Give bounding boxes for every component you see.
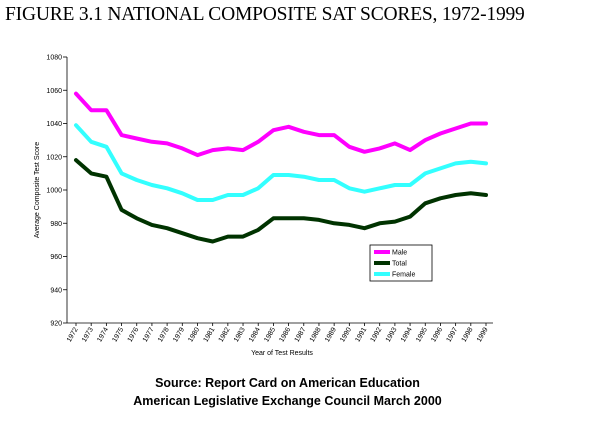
- x-tick-label: 1977: [142, 326, 156, 343]
- source-line-2: American Legislative Exchange Council Ma…: [133, 394, 442, 408]
- x-tick-label: 1994: [400, 326, 414, 343]
- y-tick-label: 960: [50, 254, 62, 261]
- x-tick-label: 1996: [430, 326, 444, 343]
- x-tick-label: 1987: [294, 326, 308, 343]
- x-tick-label: 1997: [446, 326, 460, 343]
- x-tick-label: 1982: [218, 326, 232, 343]
- y-tick-label: 1020: [46, 154, 62, 161]
- x-tick-label: 1980: [187, 326, 201, 343]
- y-tick-label: 940: [50, 287, 62, 294]
- x-tick-label: 1991: [354, 326, 368, 343]
- x-tick-label: 1998: [461, 326, 475, 343]
- y-tick-label: 1080: [46, 55, 62, 62]
- x-tick-label: 1979: [172, 326, 186, 343]
- x-axis: 1972 1973 1974 1975 1976 1977 1978 1979 1980 1981…: [66, 323, 490, 343]
- x-tick-label: 1990: [339, 326, 353, 343]
- legend-label-male: Male: [392, 250, 407, 257]
- y-axis-label: Average Composite Test Score: [34, 142, 41, 238]
- x-tick-label: 1984: [248, 326, 262, 343]
- series-lines: [74, 91, 488, 244]
- x-tick-label: 1999: [476, 326, 490, 343]
- x-tick-label: 1972: [66, 326, 80, 343]
- source-line-1: Source: Report Card on American Educatio…: [155, 376, 420, 390]
- x-tick-label: 1989: [324, 326, 338, 343]
- x-axis-label: Year of Test Results: [251, 350, 313, 357]
- x-tick-label: 1992: [370, 326, 384, 343]
- y-tick-label: 1040: [46, 121, 62, 128]
- series-line-male: [74, 91, 488, 158]
- x-tick-label: 1978: [157, 326, 171, 343]
- x-tick-label: 1995: [415, 326, 429, 343]
- x-tick-label: 1973: [81, 326, 95, 343]
- x-tick-label: 1976: [127, 326, 141, 343]
- y-tick-label: 1000: [46, 188, 62, 195]
- y-tick-label: 920: [50, 321, 62, 328]
- series-line-total: [74, 158, 488, 244]
- legend-label-female: Female: [392, 272, 415, 279]
- x-tick-label: 1985: [263, 326, 277, 343]
- x-tick-label: 1974: [96, 326, 110, 343]
- x-tick-label: 1988: [309, 326, 323, 343]
- y-axis: 920 940 960 980 1000 1020 1040 1060 1080: [46, 55, 67, 328]
- legend: Male Total Female: [369, 244, 433, 282]
- y-tick-label: 980: [50, 221, 62, 228]
- series-line-female: [74, 123, 488, 202]
- x-tick-label: 1975: [111, 326, 125, 343]
- x-tick-label: 1986: [278, 326, 292, 343]
- x-tick-label: 1981: [203, 326, 217, 343]
- x-tick-label: 1993: [385, 326, 399, 343]
- legend-label-total: Total: [392, 261, 407, 268]
- x-tick-label: 1983: [233, 326, 247, 343]
- y-tick-label: 1060: [46, 88, 62, 95]
- plot-area: [66, 57, 493, 324]
- figure-title: FIGURE 3.1 NATIONAL COMPOSITE SAT SCORES…: [5, 4, 525, 25]
